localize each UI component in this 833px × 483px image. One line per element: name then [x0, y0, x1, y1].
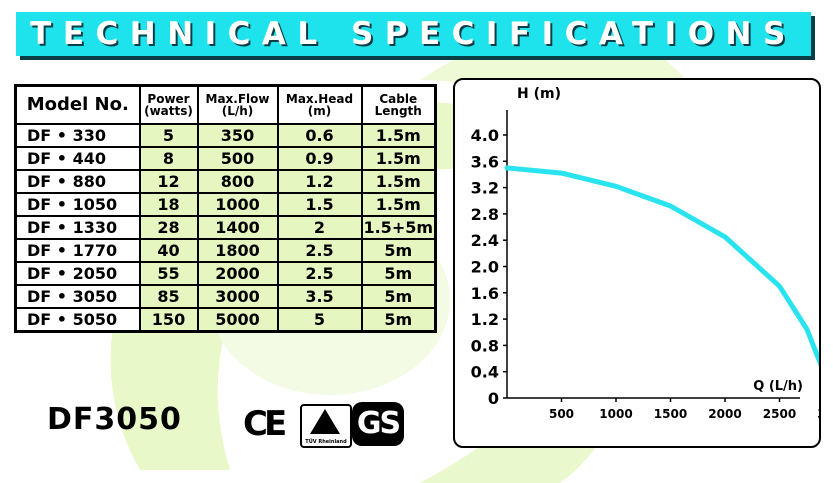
y-tick-label: 1.6 [471, 284, 499, 303]
y-tick-label: 0.4 [471, 363, 499, 382]
table-row: DF • 1330 28 1400 2 1.5+5m [14, 215, 437, 240]
cell-head: 3.5 [276, 284, 363, 309]
cell-flow: 500 [196, 146, 279, 171]
header-power-line1: Power [147, 92, 190, 106]
cell-model: DF • 330 [14, 123, 141, 148]
table-row: DF • 1050 18 1000 1.5 1.5m [14, 192, 437, 217]
title-banner: TECHNICAL SPECIFICATIONS [16, 12, 811, 56]
cell-flow: 350 [196, 123, 279, 148]
cell-model: DF • 1050 [14, 192, 141, 217]
table-row: DF • 5050 150 5000 5 5m [14, 307, 437, 333]
cell-power: 18 [138, 192, 199, 217]
cell-power: 5 [138, 123, 199, 148]
cell-power: 8 [138, 146, 199, 171]
y-tick-label: 0 [488, 389, 499, 408]
table-row: DF • 330 5 350 0.6 1.5m [14, 123, 437, 148]
cell-head: 1.5 [276, 192, 363, 217]
y-tick-label: 3.6 [471, 152, 499, 171]
x-tick-label: 500 [549, 407, 574, 421]
header-flow-line1: Max.Flow [205, 92, 270, 106]
y-tick-label: 2.0 [471, 258, 499, 277]
head-flow-curve [504, 165, 819, 367]
cell-cable: 1.5m [360, 146, 437, 171]
cell-model: DF • 3050 [14, 284, 141, 309]
tuv-logo: TÜV Rheinland [300, 404, 352, 448]
cell-model: DF • 440 [14, 146, 141, 171]
cell-flow: 1400 [196, 215, 279, 240]
model-name: DF3050 [47, 402, 182, 437]
y-tick-label: 2.8 [471, 205, 499, 224]
cell-head: 1.2 [276, 169, 363, 194]
header-model: Model No. [14, 84, 141, 125]
cell-flow: 800 [196, 169, 279, 194]
table-row: DF • 1770 40 1800 2.5 5m [14, 238, 437, 263]
cell-flow: 5000 [196, 307, 279, 333]
cell-flow: 1000 [196, 192, 279, 217]
y-tick-label: 1.2 [471, 310, 499, 329]
cell-cable: 1.5+5m [360, 215, 437, 240]
cell-cable: 5m [360, 261, 437, 286]
performance-chart-frame: 0 0.4 0.8 1.2 1.6 2.0 2.4 2.8 3.2 3.6 4.0 500 1000 15… [453, 78, 821, 448]
tuv-label: TÜV Rheinland [305, 439, 347, 445]
cell-power: 55 [138, 261, 199, 286]
cell-cable: 5m [360, 284, 437, 309]
x-tick-label: 2500 [763, 407, 796, 421]
cell-head: 5 [276, 307, 363, 333]
y-tick-label: 3.2 [471, 179, 499, 198]
cell-cable: 5m [360, 307, 437, 333]
cell-head: 2 [276, 215, 363, 240]
table-header-row: Model No. Power (watts) Max.Flow (L/h) Max… [14, 84, 437, 125]
cell-power: 12 [138, 169, 199, 194]
ce-mark-logo: CE [243, 404, 287, 444]
header-power-line2: (watts) [144, 104, 193, 118]
x-tick-label: 1500 [654, 407, 687, 421]
y-axis-label: H (m) [517, 86, 561, 102]
header-flow-line2: (L/h) [221, 104, 254, 118]
table-row: DF • 880 12 800 1.2 1.5m [14, 169, 437, 194]
header-head-line2: (m) [307, 104, 332, 118]
cell-cable: 1.5m [360, 192, 437, 217]
y-tick-label: 0.8 [471, 336, 499, 355]
header-cable-line1: Cable [379, 92, 418, 106]
cell-power: 150 [138, 307, 199, 333]
header-power: Power (watts) [138, 84, 199, 125]
cell-model: DF • 1770 [14, 238, 141, 263]
x-tick-label: 1000 [599, 407, 632, 421]
cell-head: 2.5 [276, 238, 363, 263]
cell-cable: 1.5m [360, 123, 437, 148]
performance-chart: 0 0.4 0.8 1.2 1.6 2.0 2.4 2.8 3.2 3.6 4.0 500 1000 15… [471, 86, 819, 421]
cell-power: 85 [138, 284, 199, 309]
cell-cable: 5m [360, 238, 437, 263]
cell-power: 40 [138, 238, 199, 263]
header-cable: Cable Length [360, 84, 437, 125]
cell-model: DF • 880 [14, 169, 141, 194]
cell-cable: 1.5m [360, 169, 437, 194]
gs-mark-logo: GS [352, 402, 404, 446]
y-tick-label: 2.4 [471, 231, 499, 250]
tuv-triangle-icon [310, 409, 340, 434]
header-head: Max.Head (m) [276, 84, 363, 125]
x-tick-label: 3000 [817, 407, 819, 421]
specifications-table: Model No. Power (watts) Max.Flow (L/h) Max… [14, 84, 437, 333]
cell-model: DF • 5050 [14, 307, 141, 333]
cell-flow: 3000 [196, 284, 279, 309]
table-row: DF • 3050 85 3000 3.5 5m [14, 284, 437, 309]
cell-head: 0.9 [276, 146, 363, 171]
header-cable-line2: Length [374, 104, 422, 118]
header-head-line1: Max.Head [285, 92, 354, 106]
cell-model: DF • 2050 [14, 261, 141, 286]
y-tick-label: 4.0 [471, 126, 499, 145]
cell-flow: 1800 [196, 238, 279, 263]
cell-flow: 2000 [196, 261, 279, 286]
cell-model: DF • 1330 [14, 215, 141, 240]
header-flow: Max.Flow (L/h) [196, 84, 279, 125]
table-row: DF • 2050 55 2000 2.5 5m [14, 261, 437, 286]
cell-power: 28 [138, 215, 199, 240]
table-row: DF • 440 8 500 0.9 1.5m [14, 146, 437, 171]
banner-title: TECHNICAL SPECIFICATIONS [30, 16, 797, 52]
x-tick-label: 2000 [708, 407, 741, 421]
cell-head: 2.5 [276, 261, 363, 286]
cell-head: 0.6 [276, 123, 363, 148]
x-axis-label: Q (L/h) [753, 379, 803, 394]
